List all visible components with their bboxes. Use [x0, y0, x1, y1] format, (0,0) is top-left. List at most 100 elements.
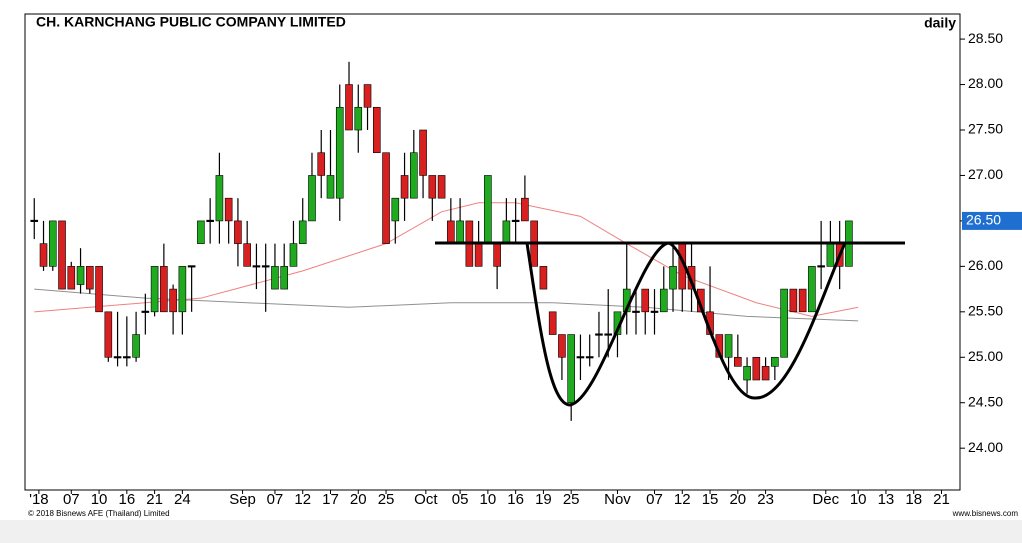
candle [798, 288, 807, 313]
x-tick-label: 17 [322, 491, 339, 508]
x-tick-label: 10 [91, 491, 108, 508]
period-label: daily [924, 15, 956, 31]
candle-body [456, 220, 464, 244]
candle [567, 334, 575, 421]
candle-body [345, 84, 353, 131]
x-tick-label: 19 [535, 491, 552, 508]
last-price-label: 26.50 [966, 212, 1001, 228]
candle [484, 175, 492, 244]
candle [372, 106, 381, 154]
candle-body [141, 310, 150, 313]
candle [30, 198, 39, 240]
candle-body [734, 356, 742, 367]
candle-body [437, 175, 446, 199]
candle [48, 220, 57, 271]
candle-body [48, 220, 57, 267]
candle-body [39, 243, 48, 267]
candle [141, 293, 150, 335]
candle-body [410, 152, 418, 199]
candle-body [326, 175, 335, 199]
chart-title: CH. KARNCHANG PUBLIC COMPANY LIMITED [36, 14, 346, 30]
x-tick-label: 07 [646, 491, 663, 508]
candle [317, 130, 326, 199]
candle-body [169, 288, 177, 313]
x-tick-label: '18 [29, 491, 49, 508]
candle [150, 266, 159, 317]
candle-body [567, 334, 575, 404]
candle [252, 243, 261, 290]
candle [650, 289, 659, 335]
candle-body [243, 243, 251, 267]
candle [539, 266, 548, 290]
candle-body [447, 220, 455, 244]
candle [752, 356, 761, 381]
candle-body [298, 220, 307, 244]
candle-body [576, 356, 585, 359]
candle-body [234, 220, 242, 244]
candle [808, 266, 816, 313]
candle-body [123, 356, 131, 359]
x-tick-label: 20 [350, 491, 367, 508]
candle [669, 243, 677, 312]
x-tick-label: 23 [757, 491, 774, 508]
candle-body [604, 333, 613, 336]
candle [410, 130, 418, 199]
candle-body [724, 334, 733, 358]
candle [632, 289, 640, 335]
candle [789, 288, 798, 313]
candle [113, 311, 122, 367]
candle [67, 261, 76, 290]
candle-body [474, 243, 483, 267]
candle-body [280, 266, 289, 290]
candle [576, 334, 585, 380]
y-tick-label: 28.00 [968, 75, 1003, 91]
candle [104, 311, 113, 362]
x-tick-label: 12 [674, 491, 691, 508]
x-tick-label: 12 [294, 491, 311, 508]
last-price-box [962, 211, 1022, 230]
candle [123, 316, 131, 367]
candle [641, 288, 650, 335]
candle-body [252, 265, 261, 268]
candle-body [808, 266, 816, 313]
candle-body [798, 288, 807, 313]
candle-body [743, 366, 751, 381]
x-tick-label: 13 [878, 491, 895, 508]
candle-body [215, 175, 224, 222]
source: www.bisnews.com [952, 509, 1019, 518]
x-tick-label: 07 [63, 491, 80, 508]
candle [308, 152, 316, 222]
candle-body [95, 266, 103, 313]
x-tick-label: 10 [850, 491, 867, 508]
candle-body [632, 310, 640, 313]
candle-body [419, 129, 427, 176]
candle [206, 198, 214, 244]
double-bottom-curve [525, 241, 847, 407]
y-tick-label: 27.50 [968, 121, 1003, 137]
candle [169, 284, 177, 335]
candle-body [104, 311, 113, 358]
x-tick-label: 05 [452, 491, 469, 508]
candle [382, 152, 390, 244]
candle-body [789, 288, 798, 313]
candle-body [558, 334, 566, 358]
chart-background [0, 0, 1022, 520]
candle-body [197, 220, 205, 244]
x-tick-label: 24 [174, 491, 191, 508]
x-tick-label: 16 [118, 491, 135, 508]
candle [280, 243, 289, 290]
candle-body [187, 265, 196, 268]
candle-body [669, 266, 677, 290]
candle-body [113, 356, 122, 359]
candle-body [86, 266, 94, 290]
candle-body [428, 175, 437, 199]
y-tick-label: 27.00 [968, 166, 1003, 182]
candle-body [261, 265, 270, 268]
x-tick-label: 25 [378, 491, 395, 508]
candle-body [382, 152, 390, 244]
y-tick-label: 28.50 [968, 30, 1003, 46]
candle [761, 357, 770, 381]
candle [234, 198, 242, 267]
candle-body [178, 266, 187, 313]
y-tick-label: 24.00 [968, 439, 1003, 455]
